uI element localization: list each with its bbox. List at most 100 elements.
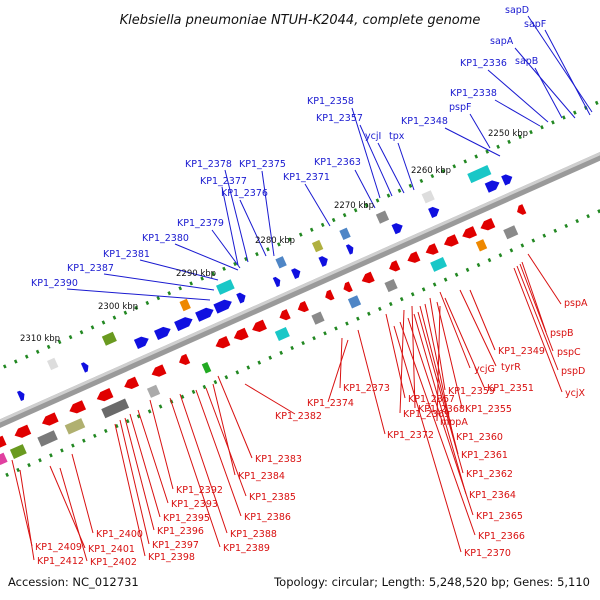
gene-label[interactable]: sapA	[490, 36, 514, 47]
forward-gene	[174, 317, 193, 332]
tick-dot	[16, 467, 20, 473]
leader-line	[419, 305, 459, 455]
gene-label[interactable]: KP1_2389	[223, 543, 270, 554]
leader-line	[397, 142, 415, 191]
gene-label[interactable]: pspF	[449, 102, 471, 113]
gene-label[interactable]: KP1_2386	[244, 512, 291, 523]
leader-line	[244, 383, 296, 415]
gene-label[interactable]: KP1_2338	[450, 88, 497, 99]
gene-label[interactable]: KP1_2384	[238, 471, 285, 482]
gene-label[interactable]: KP1_2372	[387, 430, 434, 441]
gene-label[interactable]: KP1_2370	[464, 548, 511, 559]
gene-label[interactable]: pspA	[564, 298, 588, 309]
gene-label[interactable]: KP1_2396	[157, 526, 204, 537]
gene-label[interactable]: KP1_2385	[249, 492, 296, 503]
tick-dot	[476, 262, 481, 268]
gene-label[interactable]: KP1_2367	[408, 394, 455, 405]
gene-label[interactable]: KP1_2357	[316, 113, 363, 124]
gene-label[interactable]: KP1_2379	[177, 218, 224, 229]
tick-dot	[71, 443, 75, 448]
tick-dot	[408, 183, 413, 188]
gene-label[interactable]: KP1_2381	[103, 249, 150, 260]
gene-label[interactable]: sapF	[524, 19, 546, 30]
leader-line	[439, 291, 471, 369]
gene-label[interactable]: pspC	[557, 347, 581, 358]
gene-label[interactable]: KP1_2362	[466, 469, 513, 480]
gene-label[interactable]: KP1_2378	[185, 159, 232, 170]
gene-label[interactable]: KP1_2395	[163, 513, 210, 524]
gene-label[interactable]: ycjI	[365, 131, 381, 142]
leader-line	[534, 67, 563, 119]
gene-label[interactable]: KP1_2388	[230, 529, 277, 540]
leader-line	[149, 399, 174, 490]
gene-label[interactable]: KP1_2371	[283, 172, 330, 183]
tick-dot	[542, 233, 547, 238]
gene-label[interactable]: tyrR	[501, 362, 521, 373]
gene-label[interactable]: KP1_2361	[461, 450, 508, 461]
gene-label[interactable]: mppA	[440, 417, 468, 428]
gene-label[interactable]: KP1_2398	[148, 552, 195, 563]
leader-line	[169, 397, 221, 548]
gene-label[interactable]: pspD	[561, 366, 585, 377]
gene-label[interactable]: KP1_2369	[403, 409, 450, 420]
tick-dot	[564, 223, 569, 229]
gene-label[interactable]: KP1_2365	[476, 511, 523, 522]
gene-label[interactable]: KP1_2363	[314, 157, 361, 168]
leader-line	[221, 186, 239, 266]
gene-label[interactable]: KP1_2364	[469, 490, 516, 501]
tick-dot	[397, 188, 402, 193]
gene-label[interactable]: KP1_2382	[275, 411, 322, 422]
leader-line	[487, 69, 549, 123]
gene-label[interactable]: KP1_2402	[90, 557, 137, 568]
tick-dot	[27, 462, 31, 468]
gene-label[interactable]: KP1_2380	[142, 233, 189, 244]
tick-dot	[454, 272, 459, 277]
gene-label[interactable]: KP1_2368	[418, 404, 465, 415]
gene-label[interactable]: sapB	[515, 56, 538, 67]
gene-label[interactable]: KP1_2375	[239, 159, 286, 170]
leader-line	[514, 47, 576, 119]
gene-label[interactable]: ycjG	[474, 364, 495, 375]
tick-dot	[246, 365, 251, 370]
gene-label[interactable]: tpx	[389, 131, 405, 142]
gene-label[interactable]: KP1_2377	[200, 176, 247, 187]
feature-box	[339, 227, 351, 241]
gene-label[interactable]: KP1_2355	[465, 404, 512, 415]
tick-dot	[474, 154, 479, 159]
gene-label[interactable]: KP1_2359	[448, 386, 495, 397]
gene-label[interactable]: KP1_2358	[307, 96, 354, 107]
gene-label[interactable]: KP1_2366	[478, 531, 525, 542]
gene-label[interactable]: KP1_2387	[67, 263, 114, 274]
tick-dot	[46, 344, 51, 350]
leader-line	[521, 261, 547, 333]
gene-label[interactable]: sapD	[505, 5, 529, 16]
gene-label[interactable]: KP1_2397	[152, 540, 199, 551]
tick-dot	[189, 281, 194, 286]
tick-dot	[419, 178, 424, 184]
gene-label[interactable]: KP1_2349	[498, 346, 545, 357]
feature-box	[475, 239, 488, 252]
gene-label[interactable]: KP1_2400	[96, 529, 143, 540]
tick-dot	[222, 266, 226, 271]
gene-label[interactable]: pspB	[550, 328, 574, 339]
tick-dot	[287, 237, 292, 242]
gene-label[interactable]: KP1_2409	[35, 542, 82, 553]
tick-dot	[103, 428, 108, 434]
gene-label[interactable]: KP1_2336	[460, 58, 507, 69]
gene-label[interactable]: KP1_2360	[456, 432, 503, 443]
gene-label[interactable]: ycjX	[565, 388, 585, 399]
gene-label[interactable]: KP1_2373	[343, 383, 390, 394]
tick-dot	[377, 306, 382, 312]
gene-label[interactable]: KP1_2401	[88, 544, 135, 555]
gene-label[interactable]: KP1_2390	[31, 278, 78, 289]
gene-label[interactable]: KP1_2383	[255, 454, 302, 465]
gene-label[interactable]: KP1_2412	[37, 556, 84, 567]
gene-label[interactable]: KP1_2393	[171, 499, 218, 510]
gene-label[interactable]: KP1_2392	[176, 485, 223, 496]
gene-label[interactable]: KP1_2374	[307, 398, 354, 409]
gene-label[interactable]: KP1_2351	[487, 383, 534, 394]
gene-label[interactable]: KP1_2348	[401, 116, 448, 127]
gene-label[interactable]: KP1_2376	[221, 188, 268, 199]
leader-line	[393, 325, 462, 553]
reverse-gene	[480, 217, 496, 231]
